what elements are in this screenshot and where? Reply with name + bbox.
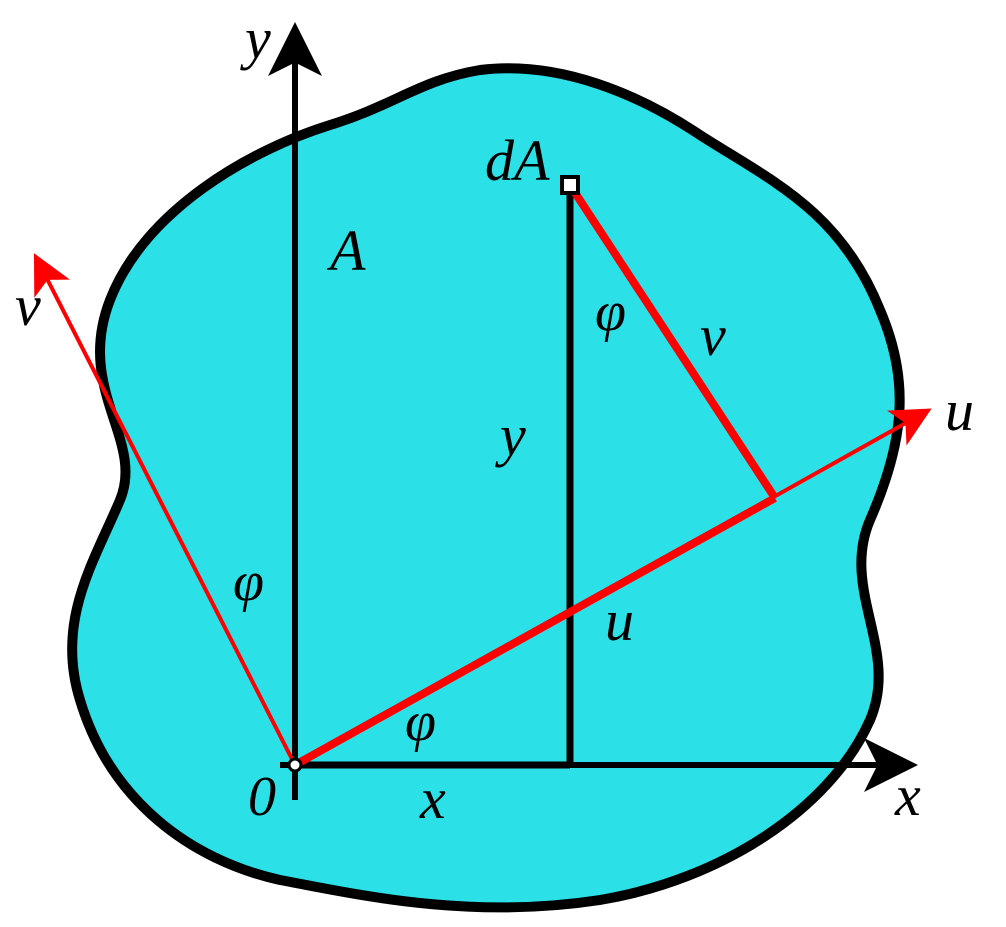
y-coord-label: y [495,403,526,468]
area-blob [72,68,900,907]
phi-x-label: φ [405,691,436,753]
area-label: A [326,218,366,283]
v-axis-label: v [15,273,41,338]
dA-marker [562,177,578,193]
x-coord-label: x [419,766,446,831]
dA-label: dA [485,128,550,193]
u-axis-label: u [945,378,974,443]
origin-point [289,759,301,771]
x-axis-label: x [894,763,921,828]
y-axis-label: y [240,6,271,71]
origin-label: 0 [248,766,276,828]
v-coord-label: v [700,303,726,368]
u-coord-label: u [605,588,634,653]
phi-y-label: φ [233,551,264,613]
phi-dA-label: φ [595,281,626,343]
